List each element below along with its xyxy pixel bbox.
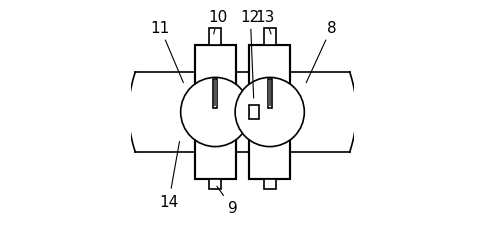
- Bar: [263, 179, 275, 189]
- Circle shape: [235, 78, 303, 147]
- Bar: [268, 80, 271, 107]
- Bar: [263, 29, 275, 46]
- Text: 10: 10: [208, 9, 227, 35]
- Bar: [248, 46, 289, 179]
- Text: 14: 14: [159, 142, 179, 209]
- Bar: [248, 105, 258, 120]
- Bar: [213, 79, 217, 108]
- Bar: [209, 29, 221, 46]
- Text: 8: 8: [305, 20, 336, 83]
- Text: 13: 13: [255, 9, 274, 35]
- Text: 11: 11: [150, 20, 183, 83]
- Bar: [194, 46, 235, 179]
- Circle shape: [181, 78, 249, 147]
- Bar: [209, 179, 221, 189]
- Bar: [267, 79, 271, 108]
- Text: 12: 12: [240, 9, 259, 99]
- Bar: [213, 80, 216, 107]
- Text: 9: 9: [216, 187, 237, 216]
